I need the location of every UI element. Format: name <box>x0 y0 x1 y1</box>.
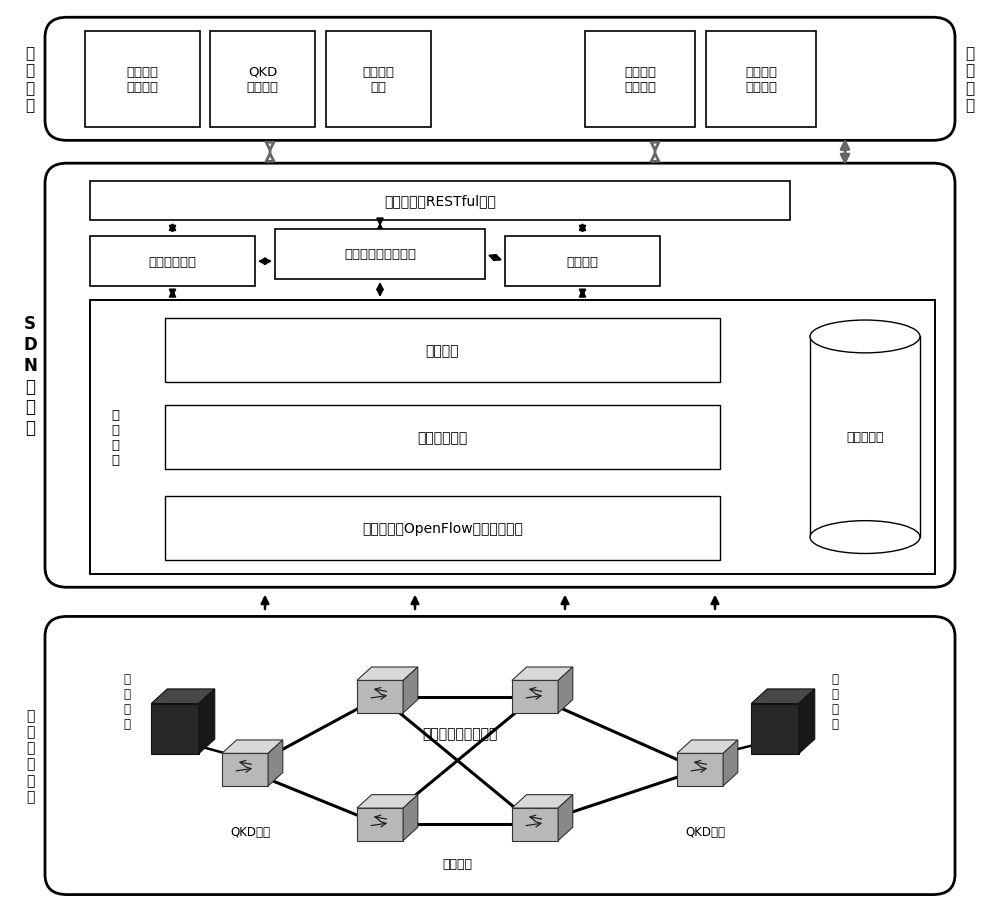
Polygon shape <box>222 753 268 786</box>
Polygon shape <box>512 794 573 808</box>
Bar <box>165 319 720 383</box>
Polygon shape <box>403 794 418 841</box>
Bar <box>275 230 485 280</box>
Text: 应
用
服
务: 应 用 服 务 <box>965 46 975 113</box>
Text: 虚拟资源池: 虚拟资源池 <box>846 431 884 444</box>
Polygon shape <box>677 753 723 786</box>
Bar <box>90 237 255 287</box>
Polygon shape <box>151 703 199 754</box>
Ellipse shape <box>810 521 920 554</box>
Polygon shape <box>558 667 573 713</box>
Polygon shape <box>357 794 418 808</box>
Text: 路由计算与资源分配: 路由计算与资源分配 <box>344 248 416 261</box>
Polygon shape <box>558 794 573 841</box>
Text: 空分复用光交换网络: 空分复用光交换网络 <box>422 726 498 741</box>
Text: S
D
N
控
制
器: S D N 控 制 器 <box>23 315 37 436</box>
Text: 拓扑管理: 拓扑管理 <box>566 255 598 269</box>
Polygon shape <box>357 681 403 713</box>
Polygon shape <box>357 667 418 681</box>
Text: 北向接口（RESTful等）: 北向接口（RESTful等） <box>384 194 496 209</box>
Text: QKD网关: QKD网关 <box>685 825 725 838</box>
Bar <box>585 32 695 128</box>
Text: 网络资源模型: 网络资源模型 <box>417 430 468 445</box>
FancyBboxPatch shape <box>45 164 955 588</box>
Bar <box>85 32 200 128</box>
FancyBboxPatch shape <box>45 617 955 895</box>
Text: 资源抽象: 资源抽象 <box>426 343 459 358</box>
Text: 数
据
终
端: 数 据 终 端 <box>832 672 838 731</box>
Polygon shape <box>403 667 418 713</box>
Bar <box>210 32 315 128</box>
FancyBboxPatch shape <box>45 18 955 141</box>
Bar <box>706 32 816 128</box>
Text: 数
据
终
端: 数 据 终 端 <box>124 672 130 731</box>
Polygon shape <box>199 689 215 754</box>
Text: 数据中心
管理: 数据中心 管理 <box>362 66 394 94</box>
Bar <box>810 337 920 537</box>
Polygon shape <box>512 667 573 681</box>
Text: 空分复用
网络管理: 空分复用 网络管理 <box>127 66 159 94</box>
Bar <box>165 496 720 560</box>
Text: 网
络
管
理: 网 络 管 理 <box>25 46 35 113</box>
Text: QKD
系统管理: QKD 系统管理 <box>246 66 278 94</box>
Text: 传
输
交
换
网
络: 传 输 交 换 网 络 <box>26 708 34 804</box>
Ellipse shape <box>810 321 920 353</box>
Polygon shape <box>357 808 403 841</box>
Text: 南向接口（OpenFlow扩展协议等）: 南向接口（OpenFlow扩展协议等） <box>362 521 523 536</box>
Bar <box>505 237 660 287</box>
Polygon shape <box>512 681 558 713</box>
Text: 通用加密
传输服务: 通用加密 传输服务 <box>745 66 777 94</box>
Text: 网络服务管理: 网络服务管理 <box>148 255 196 269</box>
Text: QKD网关: QKD网关 <box>230 825 270 838</box>
Polygon shape <box>512 808 558 841</box>
Bar <box>165 405 720 469</box>
Text: 量子加密
传输服务: 量子加密 传输服务 <box>624 66 656 94</box>
Polygon shape <box>268 740 283 786</box>
Polygon shape <box>677 740 738 753</box>
Bar <box>90 301 935 574</box>
Bar <box>90 182 790 220</box>
Polygon shape <box>751 689 815 703</box>
Text: 光纤链路: 光纤链路 <box>442 857 472 870</box>
Text: 资
源
管
理: 资 源 管 理 <box>111 408 119 466</box>
Polygon shape <box>723 740 738 786</box>
Bar <box>326 32 431 128</box>
Polygon shape <box>222 740 283 753</box>
Polygon shape <box>799 689 815 754</box>
Polygon shape <box>151 689 215 703</box>
Polygon shape <box>751 703 799 754</box>
